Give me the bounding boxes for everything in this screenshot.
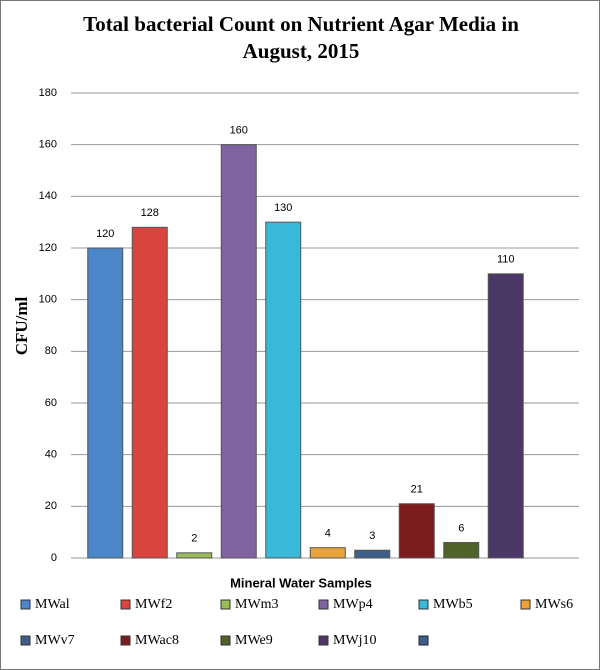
value-label: 120 xyxy=(96,228,114,240)
bar xyxy=(131,226,168,559)
y-tick-label: 100 xyxy=(39,294,57,306)
y-tick-label: 180 xyxy=(39,87,57,99)
legend-marker xyxy=(120,635,131,646)
value-label: 3 xyxy=(369,530,375,542)
bar xyxy=(443,542,480,559)
legend-marker xyxy=(220,599,231,610)
y-tick-label: 60 xyxy=(45,397,57,409)
value-label: 21 xyxy=(411,484,423,496)
legend-label: MWal xyxy=(35,597,70,612)
value-label: 6 xyxy=(458,522,464,534)
bar xyxy=(265,221,302,559)
legend-marker xyxy=(120,599,131,610)
value-label: 4 xyxy=(325,528,331,540)
legend-marker xyxy=(318,599,329,610)
legend-label: MWe9 xyxy=(235,633,273,648)
legend-label: MWf2 xyxy=(135,597,172,612)
bar xyxy=(398,503,435,559)
y-axis-label: CFU/ml xyxy=(12,296,31,355)
legend-label: MWac8 xyxy=(135,633,179,648)
legend-marker xyxy=(418,635,429,646)
legend-marker xyxy=(20,635,31,646)
legend-marker xyxy=(318,635,329,646)
y-tick-label: 120 xyxy=(39,242,57,254)
bar xyxy=(309,547,346,559)
legend-label: MWm3 xyxy=(235,597,279,612)
y-tick-label: 40 xyxy=(45,449,57,461)
legend-label: MWj10 xyxy=(333,633,377,648)
value-label: 110 xyxy=(497,254,515,266)
legend-label: MWv7 xyxy=(35,633,75,648)
legend-label: MWb5 xyxy=(433,597,473,612)
y-tick-label: 0 xyxy=(51,552,57,564)
chart-title: Total bacterial Count on Nutrient Agar M… xyxy=(83,12,519,63)
legend-marker xyxy=(418,599,429,610)
y-tick-label: 80 xyxy=(45,345,57,357)
bar xyxy=(176,552,213,559)
value-label: 2 xyxy=(191,533,197,545)
bar xyxy=(220,144,257,559)
legend-label: MWp4 xyxy=(333,597,373,612)
x-axis-label: Mineral Water Samples xyxy=(230,575,372,590)
value-label: 130 xyxy=(274,202,292,214)
legend-marker xyxy=(20,599,31,610)
value-label: 128 xyxy=(141,207,159,219)
bar xyxy=(487,273,524,559)
legend-label: MWs6 xyxy=(535,597,573,612)
legend-marker xyxy=(220,635,231,646)
legend-marker xyxy=(520,599,531,610)
value-label: 160 xyxy=(230,125,248,137)
y-tick-label: 160 xyxy=(39,139,57,151)
y-tick-label: 140 xyxy=(39,190,57,202)
bar xyxy=(87,247,124,559)
y-tick-label: 20 xyxy=(45,500,57,512)
bar xyxy=(354,549,391,559)
